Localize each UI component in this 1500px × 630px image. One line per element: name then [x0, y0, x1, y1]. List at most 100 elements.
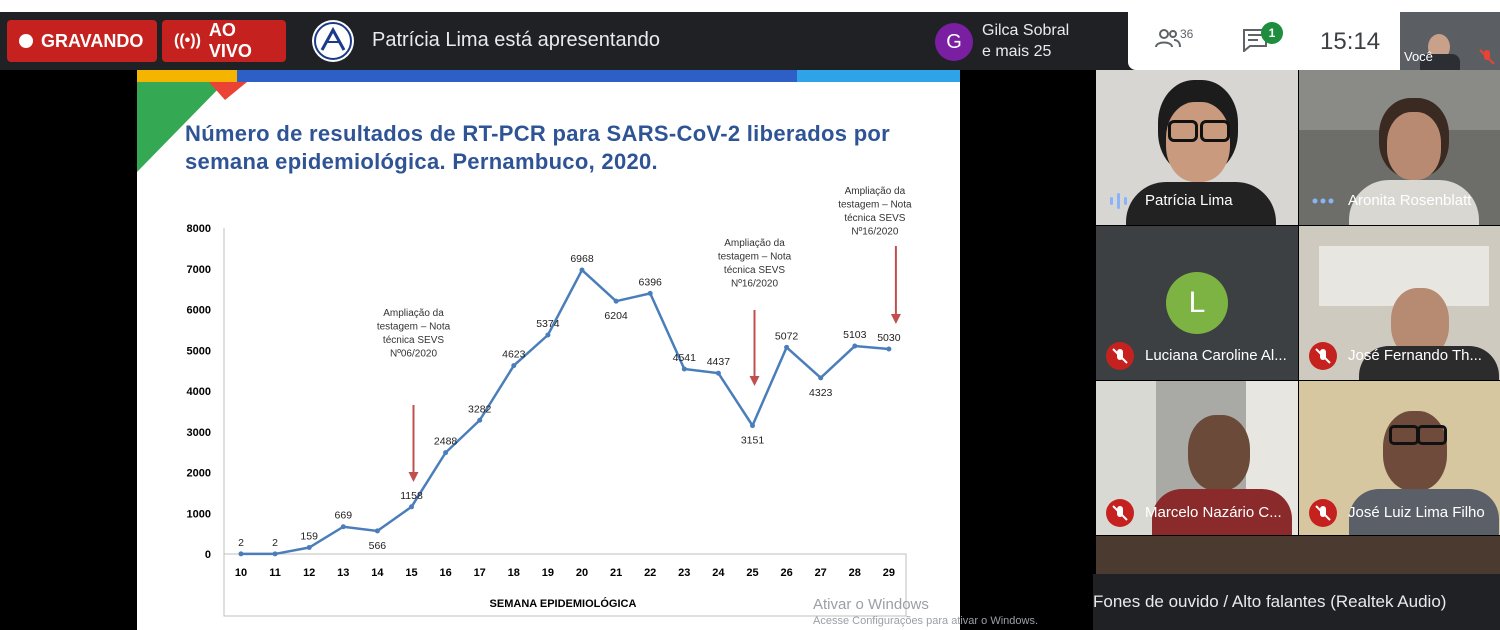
- data-point: [272, 551, 278, 557]
- self-face: [1428, 34, 1450, 60]
- top-edge: [0, 0, 1500, 12]
- data-label: 6396: [639, 276, 663, 288]
- stripe-blue: [237, 70, 797, 82]
- participant-tile-1[interactable]: [1096, 70, 1298, 225]
- data-point: [647, 290, 653, 296]
- x-tick-label: 13: [337, 567, 349, 579]
- data-point: [613, 298, 619, 304]
- audience-text[interactable]: Gilca Sobral e mais 25: [982, 20, 1069, 62]
- x-axis-label: SEMANA EPIDEMIOLÓGICA: [490, 597, 637, 610]
- data-point: [409, 504, 414, 510]
- participant-name-6: José Luiz Lima Filho: [1348, 504, 1485, 521]
- data-point: [886, 346, 892, 352]
- face: [1387, 112, 1441, 180]
- live-indicator[interactable]: ((•)) AO VIVO: [162, 20, 286, 62]
- data-label: 5072: [775, 330, 799, 342]
- shoulders: [1126, 182, 1276, 225]
- line-chart: 0 1000 2000 3000 4000 5000 6000 7000 8000 10 11 12 1…: [187, 186, 912, 617]
- data-point: [511, 363, 517, 369]
- people-count: 36: [1180, 27, 1194, 41]
- x-tick-label: 18: [508, 567, 520, 579]
- chat-badge: 1: [1261, 22, 1283, 44]
- data-point: [681, 366, 687, 372]
- annotation-text: Nº06/2020: [390, 349, 437, 360]
- participant-name-3: Luciana Caroline Al...: [1145, 347, 1287, 364]
- face: [1166, 102, 1230, 182]
- face: [1188, 415, 1250, 491]
- data-label: 4437: [707, 356, 731, 368]
- x-tick-label: 28: [849, 567, 861, 579]
- x-axis-box: [223, 553, 907, 617]
- x-tick-label: 26: [780, 567, 792, 579]
- annotation-text: testagem – Nota: [838, 200, 912, 211]
- stripe-lightblue: [797, 70, 960, 82]
- x-tick-label: 29: [883, 567, 895, 579]
- broadcast-icon: ((•)): [174, 32, 201, 49]
- audio-device-tooltip[interactable]: Fones de ouvido / Alto falantes (Realtek…: [1093, 574, 1500, 630]
- x-tick-label: 17: [474, 567, 486, 579]
- shoulders: [1359, 346, 1499, 380]
- data-point: [545, 332, 551, 338]
- x-tick-label: 22: [644, 567, 656, 579]
- people-icon[interactable]: [1155, 27, 1181, 49]
- annotation-text: técnica SEVS: [383, 335, 444, 346]
- participant-avatar: L: [1166, 272, 1228, 334]
- mic-off-icon: [1106, 342, 1134, 370]
- corner-triangle: [137, 82, 247, 172]
- annotation-text: Ampliação da: [383, 308, 444, 319]
- y-tick-label: 2000: [187, 468, 211, 480]
- annotation-text: Nº16/2020: [731, 279, 778, 290]
- data-label: 5030: [877, 332, 901, 344]
- data-label: 5374: [536, 318, 560, 330]
- data-point: [374, 528, 380, 534]
- annotation-text: Ampliação da: [845, 186, 906, 197]
- data-label: 1158: [400, 490, 423, 502]
- data-point: [477, 417, 483, 423]
- participant-tile-3[interactable]: L: [1096, 226, 1298, 380]
- annotation-arrowhead: [749, 376, 760, 386]
- data-point: [750, 423, 755, 429]
- annotation-text: testagem – Nota: [377, 322, 451, 333]
- y-tick-label: 7000: [187, 264, 211, 276]
- glasses-right: [1200, 120, 1230, 142]
- x-tick-label: 15: [405, 567, 417, 579]
- x-tick-label: 19: [542, 567, 554, 579]
- mic-off-icon: [1309, 342, 1337, 370]
- audience-line-1: Gilca Sobral: [982, 22, 1070, 39]
- self-mic-off-icon: [1477, 47, 1497, 67]
- data-label: 159: [300, 531, 318, 543]
- participant-name-5: Marcelo Nazário C...: [1145, 504, 1282, 521]
- x-tick-label: 25: [746, 567, 758, 579]
- annotation-text: testagem – Nota: [718, 252, 792, 263]
- data-point: [579, 267, 585, 273]
- y-tick-label: 3000: [187, 427, 211, 439]
- data-point: [852, 343, 858, 349]
- data-label: 3282: [468, 403, 492, 415]
- presentation-slide: Número de resultados de RT-PCR para SARS…: [137, 70, 960, 630]
- clock: 15:14: [1320, 28, 1381, 55]
- recording-indicator[interactable]: GRAVANDO: [7, 20, 157, 62]
- data-label: 566: [369, 540, 387, 552]
- y-tick-label: 5000: [187, 345, 211, 357]
- participant-name-2: Aronita Rosenblatt: [1348, 192, 1472, 209]
- annotation-arrowhead: [408, 472, 419, 482]
- participant-tile-7[interactable]: [1096, 536, 1500, 574]
- audio-device-label: Fones de ouvido / Alto falantes (Realtek…: [1093, 592, 1447, 611]
- x-tick-label: 23: [678, 567, 690, 579]
- windows-watermark-text: Acesse Configurações para ativar o Windo…: [813, 615, 1038, 627]
- self-view-tile[interactable]: [1400, 12, 1500, 70]
- data-label: 5103: [843, 329, 867, 341]
- annotation-text: Ampliação da: [724, 238, 785, 249]
- annotation-text: técnica SEVS: [724, 265, 785, 276]
- mic-off-icon: [1106, 499, 1134, 527]
- x-tick-label: 27: [815, 567, 827, 579]
- participant-tile-5[interactable]: [1096, 381, 1298, 535]
- annotation-text: técnica SEVS: [844, 213, 905, 224]
- audio-dots-icon: [1312, 198, 1334, 204]
- data-label: 4541: [673, 352, 697, 364]
- data-point: [238, 551, 244, 557]
- slide-title-line-2: semana epidemiológica. Pernambuco, 2020.: [185, 149, 658, 174]
- y-tick-label: 6000: [187, 305, 211, 317]
- mic-off-icon: [1309, 499, 1337, 527]
- data-label: 6204: [604, 310, 628, 322]
